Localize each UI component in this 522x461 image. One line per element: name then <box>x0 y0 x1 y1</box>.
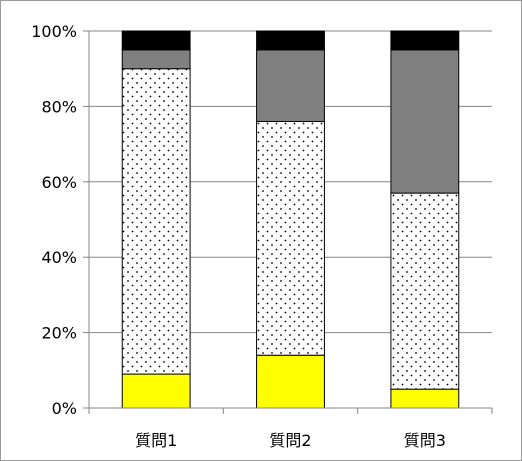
y-tick-label: 80% <box>41 97 77 116</box>
bar-segment <box>256 120 325 356</box>
bar-segment <box>256 354 325 409</box>
bar-segment <box>256 30 325 51</box>
bar-segment <box>390 49 460 194</box>
y-tick-label: 100% <box>31 22 77 41</box>
y-tick-label: 40% <box>41 248 77 267</box>
axes <box>83 30 493 414</box>
bar-segment <box>121 68 191 375</box>
bar-segment <box>121 373 191 409</box>
y-tick-label: 20% <box>41 324 77 343</box>
y-tick-label: 60% <box>41 173 77 192</box>
x-category-label: 質問3 <box>404 431 446 450</box>
bar-segment <box>390 30 460 51</box>
axis-labels: 0% 20% 40% 60% 80% 100% 質問1 質問2 質問3 <box>31 22 446 450</box>
bar-segment <box>121 49 191 70</box>
bar-segment <box>390 192 460 390</box>
bar-segment <box>390 388 460 409</box>
bars <box>121 30 460 409</box>
y-tick-label: 0% <box>52 399 77 418</box>
bar-segment <box>256 49 325 122</box>
bar-segment <box>121 30 191 51</box>
x-category-label: 質問1 <box>135 431 177 450</box>
x-category-label: 質問2 <box>269 431 311 450</box>
